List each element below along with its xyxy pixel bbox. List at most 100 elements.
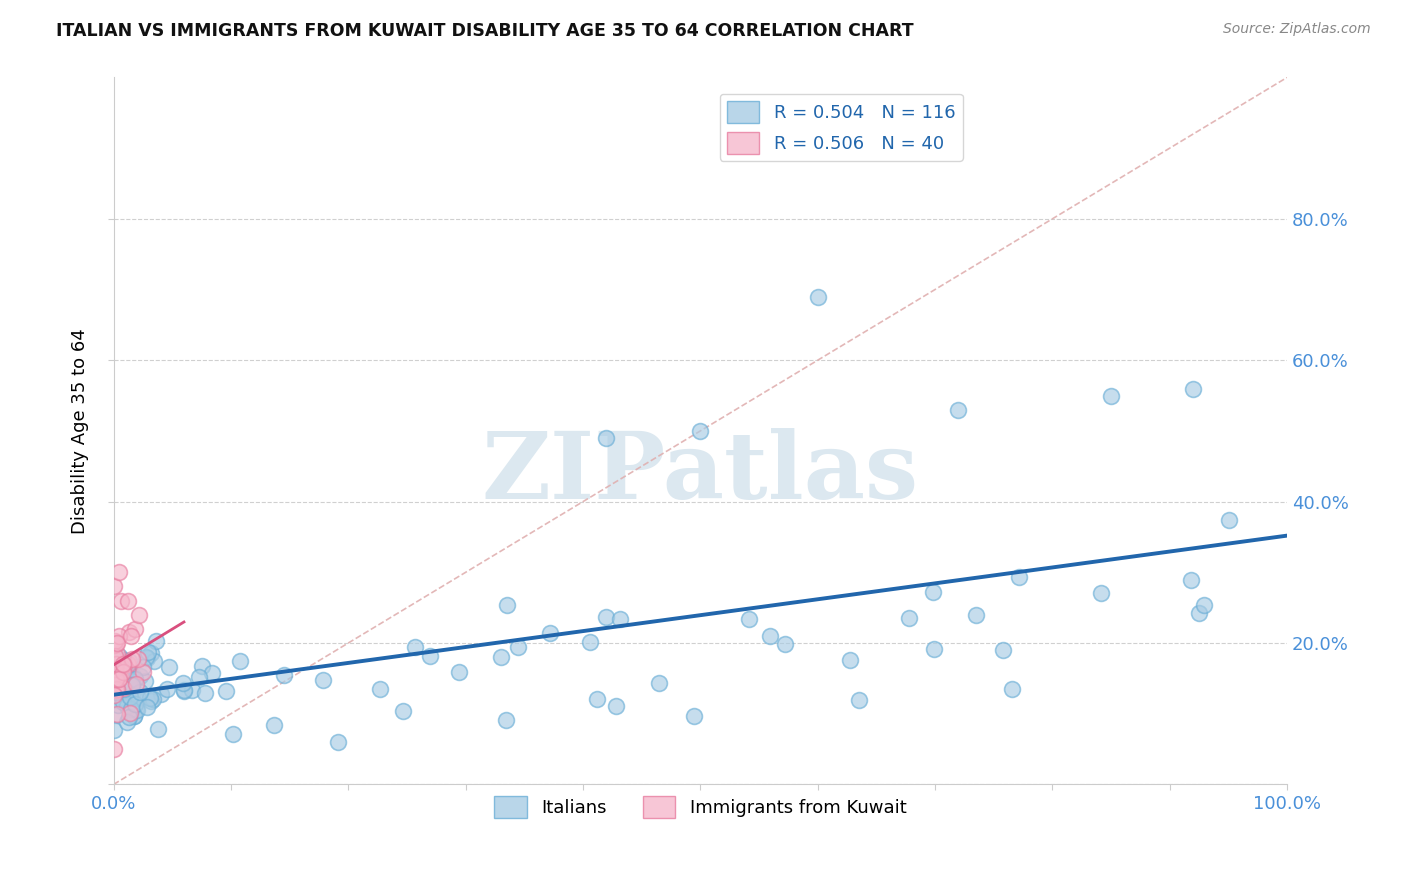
Point [111,681,134,695]
Point [447,665,470,680]
Point [128,685,150,699]
Point [759,629,782,643]
Point [121,678,143,692]
Point [595,610,617,624]
Point [105,682,128,697]
Point [118,654,141,668]
Point [107,672,129,686]
Point [117,657,139,672]
Point [145,633,167,648]
Point [103,649,125,664]
Point [738,612,761,626]
Point [115,714,138,729]
Point [173,683,195,698]
Point [121,670,143,684]
Point [114,666,136,681]
Point [201,666,224,681]
Point [1180,573,1202,587]
Point [125,702,148,716]
Point [141,646,163,660]
Point [173,683,195,698]
Point [506,640,529,655]
Point [609,611,631,625]
Point [122,708,145,723]
Point [150,687,173,701]
Point [139,691,162,706]
Point [111,691,134,706]
Point [108,670,131,684]
Point [103,723,125,738]
Point [146,722,169,736]
Point [112,658,135,673]
Point [134,674,156,689]
Point [135,650,157,665]
Point [105,707,128,722]
Point [1000,681,1022,696]
Point [190,658,212,673]
Point [132,660,155,674]
Point [111,665,134,679]
Point [103,742,125,756]
Point [965,607,987,622]
Point [121,685,143,699]
Point [120,686,142,700]
Point [112,653,135,667]
Point [108,648,131,663]
Point [392,704,415,718]
Point [1008,570,1031,584]
Point [129,669,152,683]
Point [118,625,141,640]
Legend: Italians, Immigrants from Kuwait: Italians, Immigrants from Kuwait [486,789,914,825]
Point [118,690,141,705]
Point [595,431,617,445]
Point [605,699,627,714]
Point [122,669,145,683]
Point [107,698,129,712]
Point [110,593,132,607]
Point [105,672,128,686]
Y-axis label: Disability Age 35 to 64: Disability Age 35 to 64 [72,328,89,533]
Point [122,709,145,723]
Point [495,599,517,613]
Point [807,290,830,304]
Point [110,668,132,682]
Point [117,593,139,607]
Point [125,703,148,717]
Point [104,662,127,676]
Point [105,681,128,696]
Point [689,424,711,438]
Point [922,584,945,599]
Point [105,647,128,661]
Point [110,660,132,674]
Point [103,681,125,696]
Point [115,684,138,698]
Text: ZIPatlas: ZIPatlas [482,428,920,518]
Point [922,642,945,657]
Point [1192,598,1215,612]
Point [105,674,128,689]
Point [124,622,146,636]
Point [115,676,138,690]
Point [156,681,179,696]
Point [103,670,125,684]
Point [404,640,426,654]
Point [538,625,561,640]
Point [103,579,125,593]
Point [142,691,165,706]
Point [104,693,127,707]
Point [120,668,142,682]
Point [115,698,138,713]
Text: Source: ZipAtlas.com: Source: ZipAtlas.com [1223,22,1371,37]
Point [138,645,160,659]
Point [1182,382,1205,396]
Point [124,698,146,712]
Point [263,718,285,732]
Point [157,660,180,674]
Point [135,650,157,665]
Point [312,673,335,688]
Point [105,636,128,650]
Point [121,673,143,688]
Point [120,702,142,716]
Point [993,643,1015,657]
Point [489,650,512,665]
